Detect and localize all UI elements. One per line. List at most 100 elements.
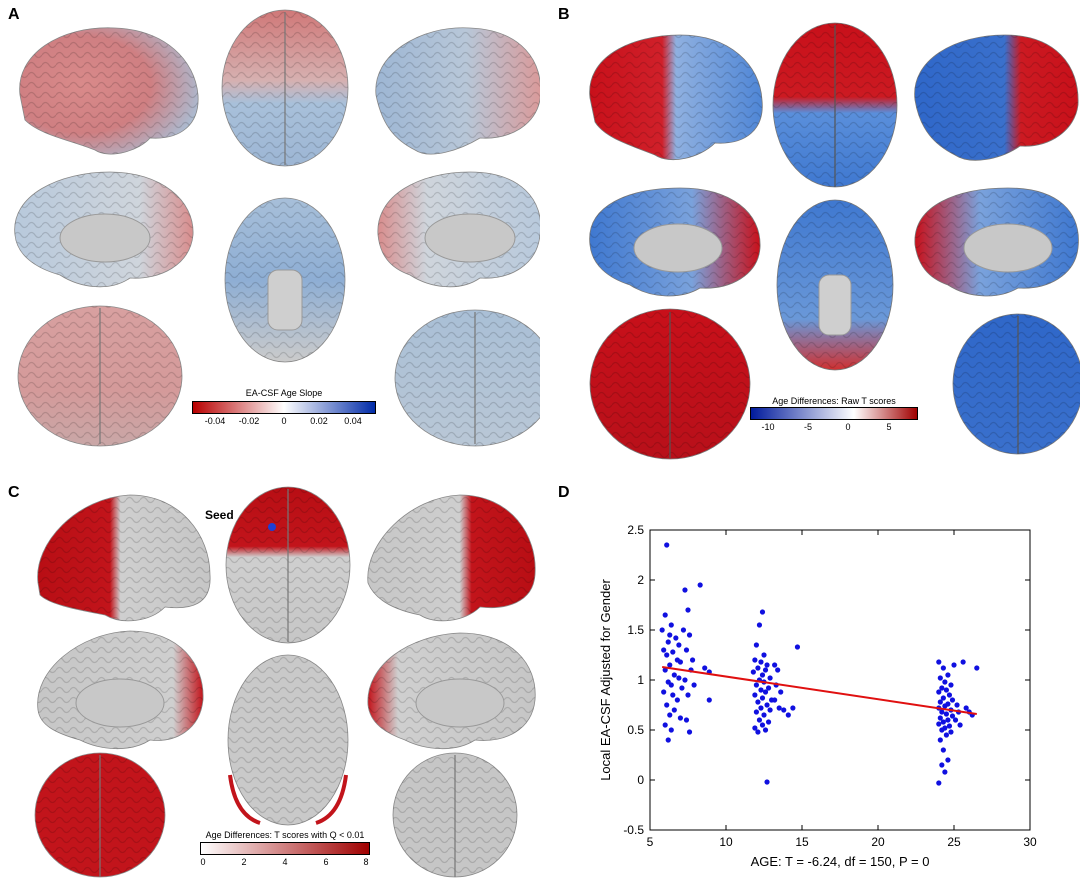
colorbar-a-tick: -0.04 <box>204 416 226 426</box>
data-point <box>937 715 943 721</box>
data-point <box>949 713 956 719</box>
data-point <box>943 711 949 717</box>
data-point <box>761 652 767 658</box>
data-point <box>759 672 766 678</box>
data-point <box>937 699 943 705</box>
data-point <box>948 682 954 688</box>
data-point <box>759 722 766 728</box>
data-point <box>937 737 943 743</box>
data-point <box>945 717 951 723</box>
data-point <box>664 542 670 548</box>
data-point <box>943 687 949 693</box>
data-point <box>668 727 674 733</box>
data-point <box>685 692 691 698</box>
data-point <box>664 702 670 708</box>
data-point <box>671 707 677 713</box>
colorbar-c-tick: 4 <box>282 857 288 867</box>
data-point <box>664 652 670 658</box>
data-point <box>942 679 948 685</box>
y-tick-label: 0 <box>637 773 644 787</box>
colorbar-b-tick: -5 <box>803 422 813 432</box>
y-tick-label: 2 <box>637 573 644 587</box>
colorbar-b-ticks: -10 -5 0 5 <box>750 422 918 436</box>
data-point <box>685 607 691 613</box>
data-point <box>936 659 942 665</box>
colorbar-a-tick: 0.04 <box>344 416 362 426</box>
panel-letter-b: B <box>558 6 570 23</box>
data-point <box>676 642 682 648</box>
data-point <box>667 632 673 638</box>
data-point <box>753 642 759 648</box>
colorbar-a-title: EA-CSF Age Slope <box>245 388 323 398</box>
data-point <box>939 685 945 691</box>
colorbar-a-tick: -0.02 <box>238 416 260 426</box>
data-point <box>758 705 764 711</box>
data-point <box>677 715 683 721</box>
data-point <box>939 709 945 715</box>
data-point <box>755 729 761 735</box>
data-point <box>963 705 969 711</box>
y-tick-label: -0.5 <box>623 823 644 837</box>
data-point <box>762 689 769 695</box>
data-point <box>673 635 679 641</box>
data-point <box>670 692 676 698</box>
data-point <box>662 612 668 618</box>
data-point <box>662 667 668 673</box>
data-point <box>752 725 758 731</box>
data-point <box>670 649 676 655</box>
plot-points <box>659 542 980 786</box>
data-point <box>674 697 680 703</box>
x-tick-label: 20 <box>871 835 885 849</box>
colorbar-b-tick: -10 <box>761 422 775 432</box>
plot-fit <box>662 666 977 715</box>
data-point <box>758 659 764 665</box>
data-point <box>767 675 773 681</box>
panel-letter-a: A <box>8 6 20 23</box>
data-point <box>775 667 781 673</box>
data-point <box>776 705 782 711</box>
data-point <box>665 737 671 743</box>
data-point <box>960 659 966 665</box>
colorbar-b-tick: 0 <box>845 422 851 432</box>
x-tick-label: 30 <box>1023 835 1037 849</box>
colorbar-b-tick: 5 <box>886 422 892 432</box>
colorbar-a-tick: 0 <box>281 416 287 426</box>
panel-a-brains <box>14 9 540 447</box>
data-point <box>683 717 690 723</box>
data-point <box>755 665 761 671</box>
data-point <box>753 709 759 715</box>
data-point <box>752 692 758 698</box>
y-tick-label: 0.5 <box>627 723 644 737</box>
data-point <box>781 707 787 713</box>
data-point <box>794 644 801 650</box>
plot-frame <box>649 529 1031 831</box>
data-point <box>767 707 773 713</box>
y-tick-label: 1 <box>637 673 644 687</box>
data-point <box>940 719 946 725</box>
data-point <box>755 699 761 705</box>
data-point <box>667 712 673 718</box>
data-point <box>677 659 683 665</box>
x-tick-label: 25 <box>947 835 961 849</box>
data-point <box>936 721 942 727</box>
colorbar-c-ticks: 0 2 4 6 8 <box>200 857 370 871</box>
colorbar-c-tick: 8 <box>363 857 369 867</box>
data-point <box>691 682 697 688</box>
data-point <box>939 727 945 733</box>
x-tick-label: 15 <box>795 835 809 849</box>
data-point <box>679 685 685 691</box>
data-point <box>689 657 696 663</box>
data-point <box>946 723 953 729</box>
panel-letter-d: D <box>558 484 570 501</box>
data-point <box>762 727 769 733</box>
data-point <box>940 665 946 671</box>
data-point <box>940 747 946 753</box>
colorbar-b-title: Age Differences: Raw T scores <box>772 396 896 406</box>
data-point <box>667 662 673 668</box>
data-point <box>759 609 766 615</box>
y-axis-label: Local EA-CSF Adjusted for Gender <box>598 579 613 781</box>
data-point <box>790 705 796 711</box>
data-point <box>943 732 949 738</box>
data-point <box>764 779 770 785</box>
data-point <box>936 689 942 695</box>
